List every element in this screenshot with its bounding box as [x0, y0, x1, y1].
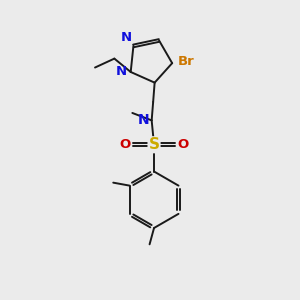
Text: Br: Br: [178, 55, 194, 68]
Text: N: N: [138, 113, 149, 128]
Text: N: N: [116, 65, 127, 79]
Text: O: O: [177, 138, 188, 151]
Text: O: O: [120, 138, 131, 151]
Text: N: N: [121, 31, 132, 44]
Text: S: S: [148, 137, 160, 152]
